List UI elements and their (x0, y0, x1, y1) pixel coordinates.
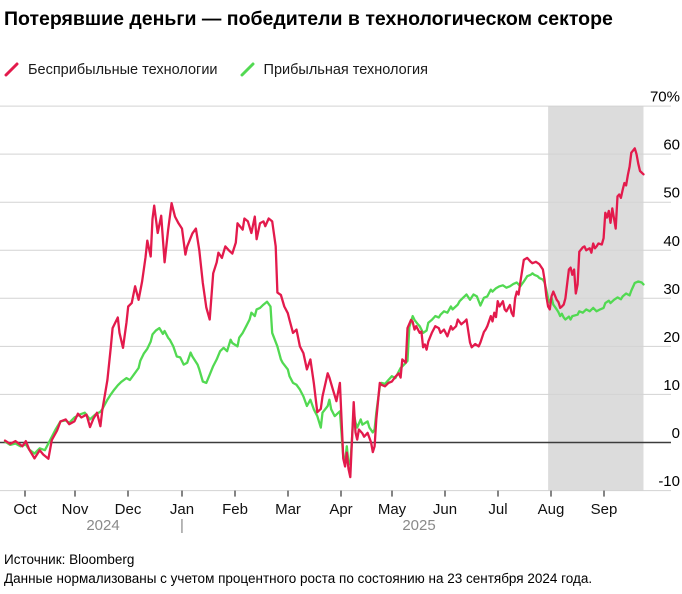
legend-label-unprofitable-tech: Бесприбыльные технологии (28, 62, 218, 78)
x-axis-month-label: Sep (591, 501, 618, 518)
source-line: Источник: Bloomberg (4, 552, 135, 567)
x-axis-month-label: Aug (538, 501, 565, 518)
x-axis-year-divider: | (180, 517, 184, 534)
chart-title: Потерявшие деньги — победители в техноло… (4, 8, 613, 30)
legend-item-unprofitable-tech: Бесприбыльные технологии (4, 62, 218, 78)
y-axis-label: 0 (672, 425, 680, 442)
legend: Бесприбыльные технологии Прибыльная техн… (4, 62, 428, 78)
x-axis-month-label: May (378, 501, 407, 518)
chart-footer: Источник: Bloomberg Данные нормализованы… (4, 550, 592, 588)
x-axis-month-label: Jul (488, 501, 507, 518)
x-axis-month-label: Feb (222, 501, 248, 518)
x-axis-month-label: Apr (329, 501, 352, 518)
x-axis-month-label: Jun (433, 501, 457, 518)
x-axis-year-label: 2025 (402, 517, 435, 534)
x-axis-month-label: Oct (13, 501, 37, 518)
y-axis-label: 10 (663, 377, 680, 394)
series-line-unprofitable-tech (3, 147, 645, 479)
y-axis-label: 30 (663, 281, 680, 298)
y-axis-label: 40 (663, 233, 680, 250)
y-axis-label: 20 (663, 329, 680, 346)
x-axis-month-label: Dec (115, 501, 142, 518)
x-axis-month-label: Jan (170, 501, 194, 518)
red-slash-icon (4, 62, 19, 77)
legend-label-profitable-tech: Прибыльная технология (263, 62, 428, 78)
y-axis-label: 70% (650, 89, 680, 106)
y-axis-label: -10 (658, 473, 680, 490)
x-axis-month-label: Nov (62, 501, 89, 518)
legend-item-profitable-tech: Прибыльная технология (240, 62, 428, 78)
y-axis-label: 50 (663, 185, 680, 202)
x-axis-year-label: 2024 (86, 517, 119, 534)
x-axis-month-label: Mar (275, 501, 301, 518)
footnote: Данные нормализованы с учетом процентног… (4, 571, 593, 586)
y-axis-label: 60 (663, 137, 680, 154)
green-slash-icon (240, 62, 255, 77)
